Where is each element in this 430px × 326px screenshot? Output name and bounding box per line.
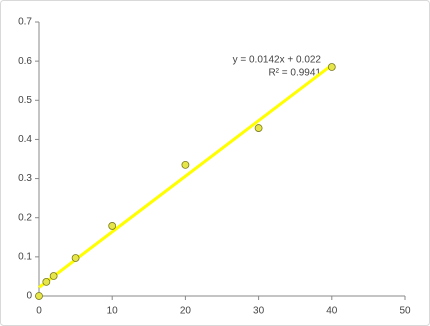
x-tick-label: 10 xyxy=(107,306,119,317)
point xyxy=(181,160,190,169)
x-tick-label: 20 xyxy=(180,306,192,317)
y-tick-label: 0.6 xyxy=(18,56,32,67)
point xyxy=(42,278,51,286)
y-tick-label: 0 xyxy=(26,291,32,302)
trendline-equation: y = 0.0142x + 0.022 xyxy=(233,55,322,66)
point xyxy=(71,254,80,262)
x-tick-label: 30 xyxy=(253,306,265,317)
y-tick-label: 0.7 xyxy=(18,17,32,28)
point xyxy=(49,272,58,280)
trendline xyxy=(38,63,333,289)
x-tick-label: 40 xyxy=(326,306,338,317)
y-tick-label: 0.5 xyxy=(18,95,32,106)
y-tick-label: 0.2 xyxy=(18,212,32,223)
point xyxy=(327,63,336,71)
y-tick-label: 0.1 xyxy=(18,251,32,262)
y-tick-label: 0.3 xyxy=(18,173,32,184)
point xyxy=(108,222,117,230)
x-tick-label: 0 xyxy=(36,306,42,317)
x-tick-label: 50 xyxy=(399,306,411,317)
point xyxy=(254,124,263,132)
point xyxy=(35,292,43,300)
trendline-r2: R² = 0.9941 xyxy=(268,68,321,79)
y-tick-label: 0.4 xyxy=(18,134,32,145)
